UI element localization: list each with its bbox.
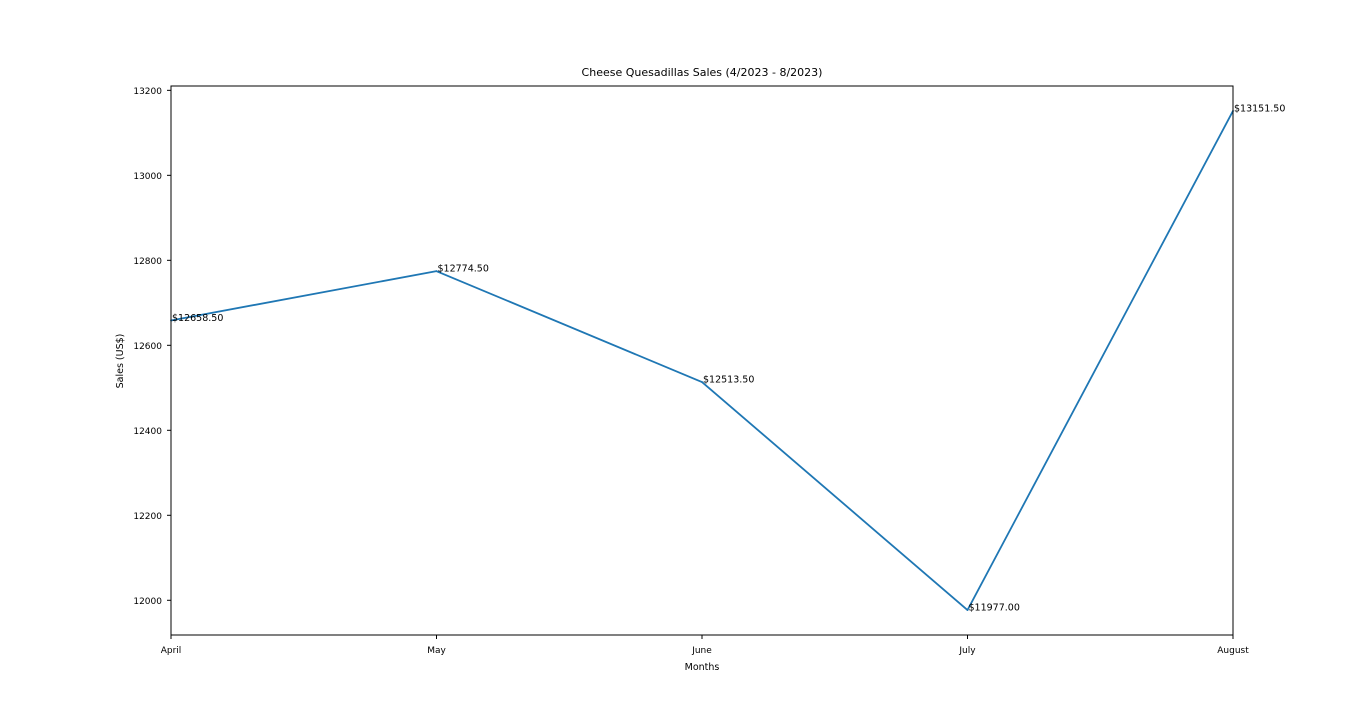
y-tick-label: 12000 bbox=[133, 597, 162, 607]
y-tick-label: 13000 bbox=[133, 172, 162, 182]
y-tick-label: 13200 bbox=[133, 87, 162, 97]
y-axis-label: Sales (US$) bbox=[115, 334, 126, 389]
plot-frame bbox=[170, 85, 1234, 636]
series-line bbox=[170, 110, 1234, 611]
data-label: $11977.00 bbox=[969, 603, 1020, 614]
y-tick-label: 12800 bbox=[133, 257, 162, 267]
x-tick-label: June bbox=[691, 646, 712, 656]
data-label: $13151.50 bbox=[1234, 103, 1285, 114]
data-point bbox=[435, 270, 438, 273]
data-point bbox=[701, 381, 703, 383]
y-tick-label: 12200 bbox=[133, 512, 162, 522]
x-axis-label: Months bbox=[685, 662, 720, 673]
y-tick-label: 12600 bbox=[133, 342, 162, 352]
x-tick-label: April bbox=[161, 646, 182, 656]
y-tick-label: 12400 bbox=[133, 427, 162, 437]
data-point bbox=[966, 609, 969, 611]
x-tick-label: July bbox=[958, 646, 976, 656]
x-tick-label: May bbox=[427, 646, 446, 656]
chart-title: Cheese Quesadillas Sales (4/2023 - 8/202… bbox=[582, 66, 823, 79]
data-label: $12513.50 bbox=[703, 375, 754, 386]
series-layer bbox=[170, 110, 1234, 611]
data-label: $12658.50 bbox=[172, 313, 223, 324]
data-labels: $12658.50 $12774.50 $12513.50 $11977.00 $131… bbox=[172, 103, 1285, 613]
x-tick-label: August bbox=[1217, 646, 1249, 656]
data-label: $12774.50 bbox=[438, 264, 489, 275]
axis-ticks: April May June July August 12000 12200 12400 126… bbox=[133, 87, 1249, 656]
